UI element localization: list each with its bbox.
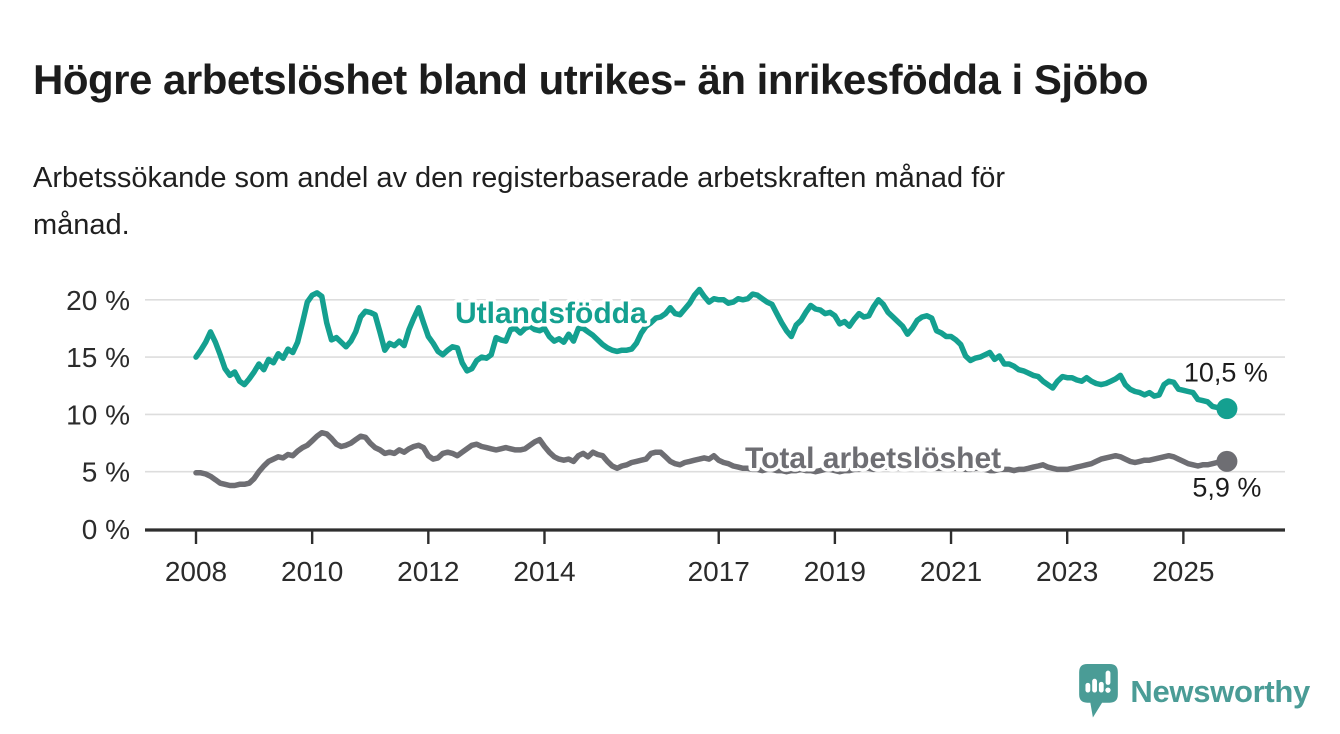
y-tick-label: 0 % (82, 514, 130, 545)
series-end-dot (1216, 398, 1238, 420)
page-subtitle: Arbetssökande som andel av den registerb… (33, 155, 1253, 249)
x-tick-label: 2010 (281, 556, 343, 587)
newsworthy-logo: Newsworthy (1078, 663, 1310, 720)
page-title: Högre arbetslöshet bland utrikes- än inr… (33, 56, 1149, 104)
bar-small (1085, 682, 1091, 693)
x-tick-label: 2021 (920, 556, 982, 587)
page-subtitle-line2: månad. (33, 208, 130, 241)
y-tick-label: 20 % (66, 285, 130, 316)
series-end-dot (1216, 450, 1238, 472)
page-subtitle-line1: Arbetssökande som andel av den registerb… (33, 162, 1006, 194)
newsworthy-wordmark: Newsworthy (1130, 673, 1310, 709)
series-label: Utlandsfödda (455, 297, 647, 330)
x-tick-label: 2008 (165, 556, 227, 587)
series-line-total (193, 429, 1230, 489)
x-tick-label: 2012 (397, 556, 459, 587)
newsworthy-bubble-chart-icon (1079, 664, 1119, 718)
series-end-value-label: 10,5 % (1184, 358, 1268, 388)
x-tick-label: 2025 (1152, 556, 1214, 587)
series-line-utlandsfodda (193, 286, 1230, 412)
x-tick-label: 2017 (688, 556, 750, 587)
y-tick-label: 5 % (82, 457, 130, 488)
x-tick-label: 2023 (1036, 556, 1098, 587)
series-end-value-label: 5,9 % (1192, 472, 1261, 502)
exclamation-dot (1105, 687, 1112, 693)
x-tick-label: 2014 (513, 556, 575, 587)
x-tick-label: 2019 (804, 556, 866, 587)
bar-tall (1092, 678, 1098, 693)
exclamation-bar (1106, 670, 1111, 685)
speech-bubble-shape (1079, 664, 1119, 718)
series-label: Total arbetslöshet (745, 442, 1001, 475)
y-tick-label: 15 % (66, 342, 130, 373)
bar-medium (1099, 681, 1105, 693)
y-tick-label: 10 % (66, 399, 130, 430)
